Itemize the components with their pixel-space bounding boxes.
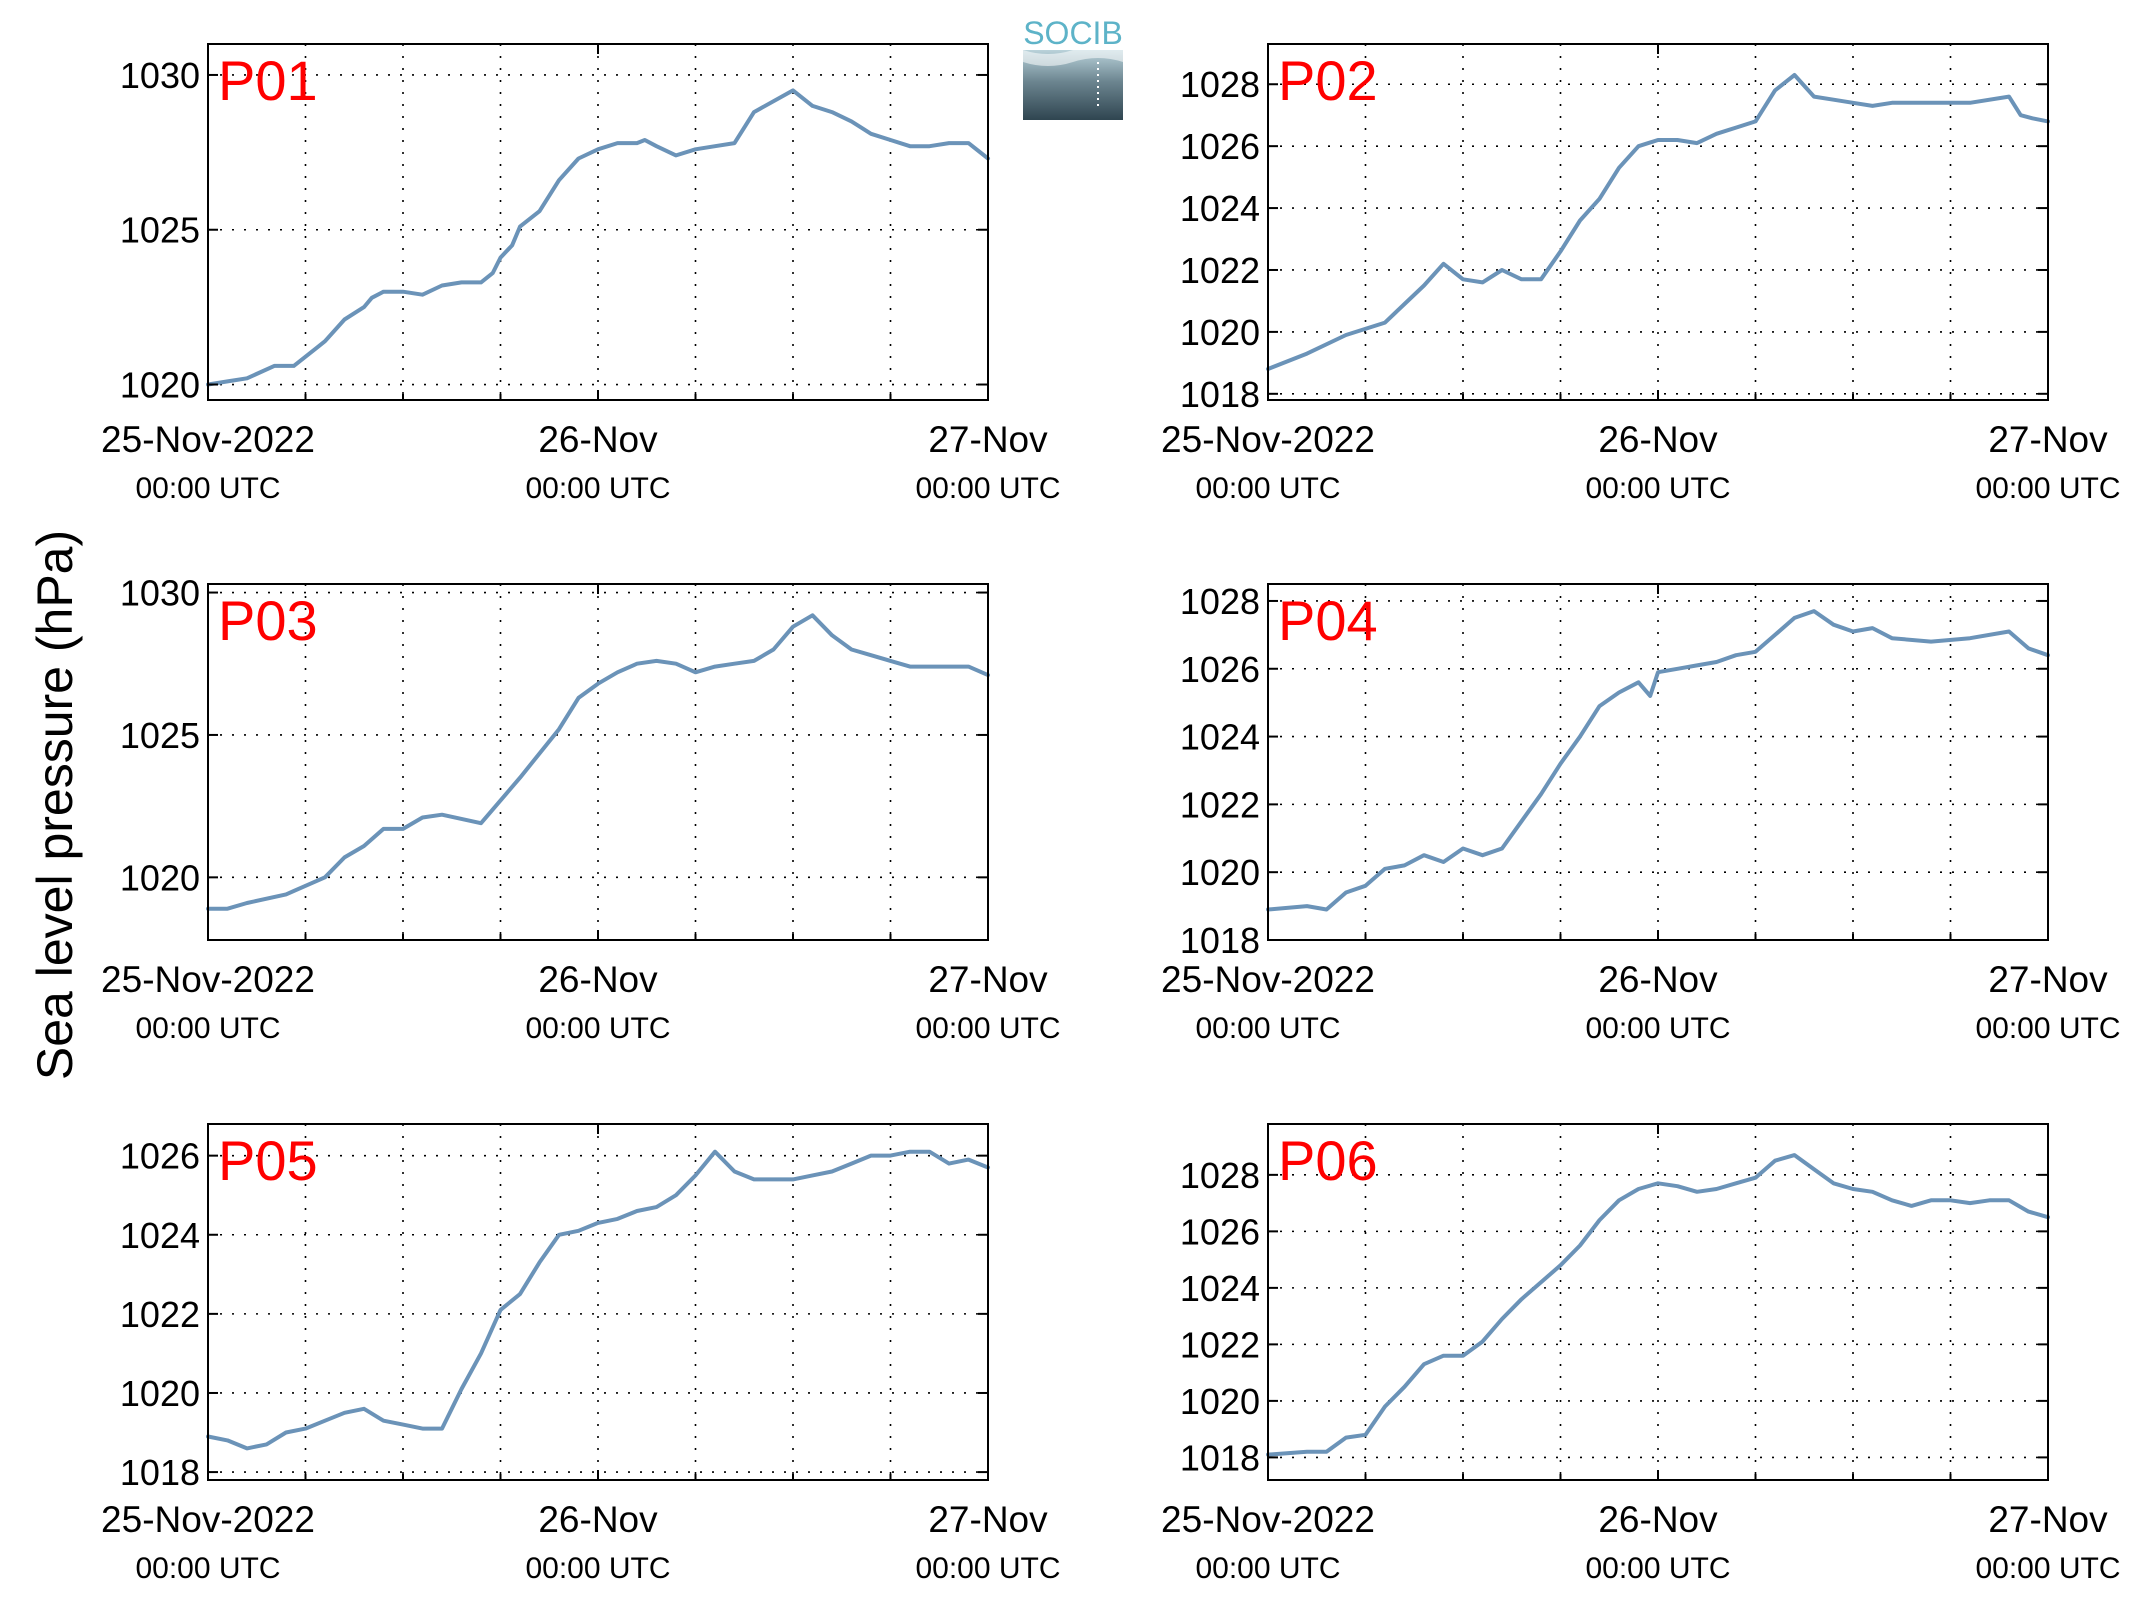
series-line-p04 — [1266, 609, 2050, 912]
y-tick-label: 1024 — [1180, 188, 1260, 229]
y-tick-label: 1020 — [1180, 852, 1260, 893]
x-tick-label-time: 00:00 UTC — [1975, 472, 2120, 505]
panel-label-p06: P06 — [1278, 1129, 1378, 1192]
x-tick-label-date: 27-Nov — [928, 959, 1048, 1000]
x-tick-label-time: 00:00 UTC — [135, 1552, 280, 1585]
y-tick-label: 1020 — [120, 1373, 200, 1414]
y-tick-label: 1025 — [120, 210, 200, 251]
x-tick-label-time: 00:00 UTC — [525, 1012, 670, 1045]
x-tick-label-time: 00:00 UTC — [1585, 1552, 1730, 1585]
x-tick-label-date: 27-Nov — [928, 419, 1048, 460]
x-tick-label-date: 25-Nov-2022 — [1161, 959, 1375, 1000]
x-tick-label-date: 27-Nov — [1988, 419, 2108, 460]
y-tick-label: 1018 — [1180, 1437, 1260, 1478]
panel-p02: 1018 1020 1022 1024 1026 1028 25-Nov-2022 00:00… — [1161, 43, 2121, 505]
x-tick-label-date: 27-Nov — [1988, 1499, 2108, 1540]
y-tick-label: 1025 — [120, 715, 200, 756]
x-tick-label-time: 00:00 UTC — [915, 1552, 1060, 1585]
y-tick-label: 1022 — [1180, 1324, 1260, 1365]
x-tick-label-time: 00:00 UTC — [1975, 1012, 2120, 1045]
x-tick-label-date: 27-Nov — [1988, 959, 2108, 1000]
panel-p03: 1020 1025 1030 25-Nov-2022 00:00 UTC 26-Nov 00… — [101, 573, 1060, 1045]
axes-frame — [207, 583, 989, 941]
x-tick-label-date: 26-Nov — [538, 1499, 658, 1540]
y-tick-label: 1026 — [120, 1136, 200, 1177]
y-tick-label: 1020 — [120, 857, 200, 898]
x-tick-label-date: 25-Nov-2022 — [101, 419, 315, 460]
panel-p04: 1018 1020 1022 1024 1026 1028 25-Nov-2022 00:00… — [1161, 581, 2120, 1045]
y-tick-label: 1020 — [1180, 312, 1260, 353]
x-tick-label-time: 00:00 UTC — [1585, 1012, 1730, 1045]
y-tick-label: 1024 — [1180, 1268, 1260, 1309]
y-tick-label: 1022 — [1180, 784, 1260, 825]
logo-text: SOCIB — [1023, 15, 1123, 51]
x-tick-label-date: 26-Nov — [1598, 959, 1718, 1000]
series-line-p06 — [1266, 1153, 2050, 1457]
axes-frame — [207, 43, 989, 401]
x-tick-label-date: 25-Nov-2022 — [1161, 419, 1375, 460]
x-tick-label-date: 26-Nov — [538, 419, 658, 460]
panel-label-p04: P04 — [1278, 589, 1378, 652]
y-tick-label: 1018 — [1180, 374, 1260, 415]
axes-frame — [1267, 1123, 2049, 1481]
y-tick-label: 1028 — [1180, 581, 1260, 622]
axes-frame — [207, 1123, 989, 1481]
series-line-p03 — [206, 613, 990, 911]
x-tick-label-time: 00:00 UTC — [525, 472, 670, 505]
panel-label-p01: P01 — [218, 49, 318, 112]
y-tick-label: 1028 — [1180, 1155, 1260, 1196]
y-tick-label: 1018 — [1180, 920, 1260, 961]
y-tick-label: 1018 — [120, 1452, 200, 1493]
x-tick-label-time: 00:00 UTC — [1585, 472, 1730, 505]
panel-label-p02: P02 — [1278, 49, 1378, 112]
panel-p05: 1018 1020 1022 1024 1026 25-Nov-2022 00:00 UTC… — [101, 1123, 1061, 1585]
x-tick-label-time: 00:00 UTC — [1195, 1012, 1340, 1045]
y-tick-label: 1026 — [1180, 126, 1260, 167]
panel-p06: 1018 1020 1022 1024 1026 1028 25-Nov-2022 00:00… — [1161, 1123, 2121, 1585]
y-tick-label: 1024 — [1180, 717, 1260, 758]
x-tick-label-time: 00:00 UTC — [525, 1552, 670, 1585]
y-tick-label: 1022 — [120, 1294, 200, 1335]
x-tick-label-date: 26-Nov — [538, 959, 658, 1000]
y-tick-label: 1030 — [120, 55, 200, 96]
y-tick-label: 1020 — [120, 365, 200, 406]
socib-logo: SOCIB — [1023, 15, 1123, 120]
y-tick-label: 1028 — [1180, 64, 1260, 105]
x-tick-label-time: 00:00 UTC — [1195, 472, 1340, 505]
axes-frame — [1267, 583, 2049, 941]
x-tick-label-date: 25-Nov-2022 — [101, 959, 315, 1000]
axes-frame — [1267, 43, 2049, 401]
x-tick-label-date: 27-Nov — [928, 1499, 1048, 1540]
panel-label-p05: P05 — [218, 1129, 318, 1192]
series-line-p01 — [206, 88, 990, 387]
x-tick-label-date: 25-Nov-2022 — [101, 1499, 315, 1540]
panel-p01: 1020 1025 1030 25-Nov-2022 00:00 UTC 26-Nov 00… — [101, 43, 1061, 505]
y-tick-label: 1030 — [120, 573, 200, 614]
x-tick-label-time: 00:00 UTC — [1195, 1552, 1340, 1585]
y-tick-label: 1026 — [1180, 649, 1260, 690]
series-line-p05 — [206, 1149, 990, 1451]
x-tick-label-time: 00:00 UTC — [1975, 1552, 2120, 1585]
y-tick-label: 1022 — [1180, 250, 1260, 291]
y-axis-label: Sea level pressure (hPa) — [27, 530, 83, 1080]
x-tick-label-time: 00:00 UTC — [135, 472, 280, 505]
panel-label-p03: P03 — [218, 589, 318, 652]
x-tick-label-date: 25-Nov-2022 — [1161, 1499, 1375, 1540]
series-line-p02 — [1266, 73, 2050, 371]
x-tick-label-time: 00:00 UTC — [135, 1012, 280, 1045]
y-tick-label: 1020 — [1180, 1381, 1260, 1422]
x-tick-label-date: 26-Nov — [1598, 1499, 1718, 1540]
y-tick-label: 1026 — [1180, 1211, 1260, 1252]
x-tick-label-time: 00:00 UTC — [915, 472, 1060, 505]
x-tick-label-date: 26-Nov — [1598, 419, 1718, 460]
x-tick-label-time: 00:00 UTC — [915, 1012, 1060, 1045]
y-tick-label: 1024 — [120, 1215, 200, 1256]
